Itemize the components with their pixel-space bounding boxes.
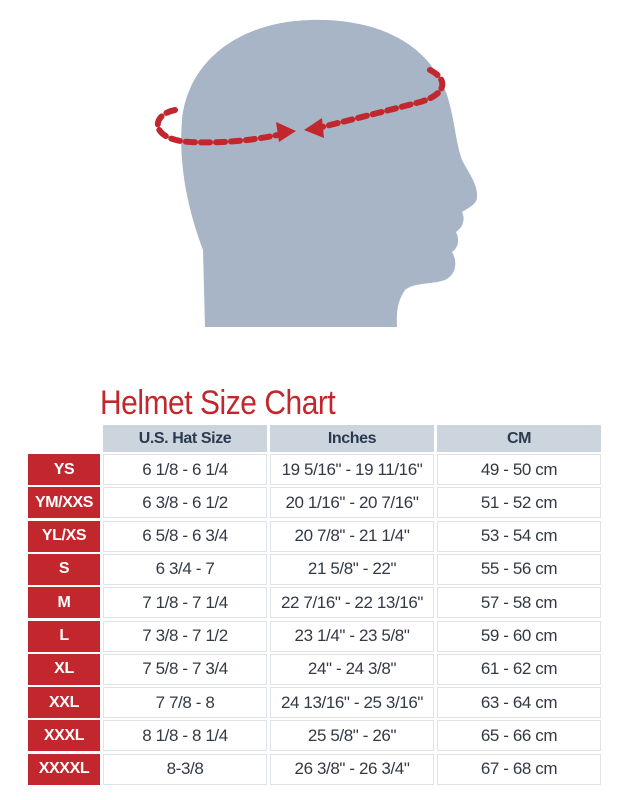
cell-cm: 51 - 52 cm — [437, 487, 601, 519]
cell-cm: 53 - 54 cm — [437, 520, 601, 552]
cell-cm: 55 - 56 cm — [437, 553, 601, 585]
cell-cm: 59 - 60 cm — [437, 620, 601, 652]
cell-cm: 67 - 68 cm — [437, 753, 601, 785]
size-label: YM/XXS — [28, 487, 100, 519]
cell-inches: 21 5/8" - 22" — [270, 553, 434, 585]
cell-inches: 23 1/4" - 23 5/8" — [270, 620, 434, 652]
measure-dashed-line — [154, 67, 446, 146]
cell-inches: 24 13/16" - 25 3/16" — [270, 687, 434, 719]
size-label: M — [28, 587, 100, 619]
cell-inches: 19 5/16" - 19 11/16" — [270, 454, 434, 485]
size-label: XXXXL — [28, 753, 100, 785]
cell-cm: 61 - 62 cm — [437, 653, 601, 685]
cell-hat-size: 6 5/8 - 6 3/4 — [103, 520, 267, 552]
cell-cm: 49 - 50 cm — [437, 454, 601, 485]
size-label: L — [28, 620, 100, 652]
cell-hat-size: 6 1/8 - 6 1/4 — [103, 454, 267, 485]
chart-title: Helmet Size Chart — [100, 384, 336, 422]
column-header-inches: Inches — [270, 425, 434, 452]
cell-inches: 25 5/8" - 26" — [270, 720, 434, 752]
cell-inches: 20 7/8" - 21 1/4" — [270, 520, 434, 552]
size-label: YL/XS — [28, 520, 100, 552]
head-circumference-measure-icon — [154, 19, 478, 328]
cell-cm: 63 - 64 cm — [437, 687, 601, 719]
column-header-cm: CM — [437, 425, 601, 452]
cell-hat-size: 8-3/8 — [103, 753, 267, 785]
cell-hat-size: 7 3/8 - 7 1/2 — [103, 620, 267, 652]
cell-hat-size: 8 1/8 - 8 1/4 — [103, 720, 267, 752]
column-header-hat-size: U.S. Hat Size — [103, 425, 267, 452]
cell-inches: 24" - 24 3/8" — [270, 653, 434, 685]
cell-hat-size: 6 3/8 - 6 1/2 — [103, 487, 267, 519]
arrow-left-icon — [304, 118, 324, 138]
size-label: XXL — [28, 687, 100, 719]
cell-inches: 22 7/16" - 22 13/16" — [270, 587, 434, 619]
arrow-right-icon — [276, 122, 296, 142]
head-silhouette — [181, 19, 478, 328]
size-label: YS — [28, 454, 100, 485]
cell-cm: 65 - 66 cm — [437, 720, 601, 752]
cell-inches: 20 1/16" - 20 7/16" — [270, 487, 434, 519]
cell-cm: 57 - 58 cm — [437, 587, 601, 619]
size-label: XL — [28, 653, 100, 685]
size-label: S — [28, 553, 100, 585]
cell-hat-size: 7 1/8 - 7 1/4 — [103, 587, 267, 619]
cell-hat-size: 6 3/4 - 7 — [103, 553, 267, 585]
size-label: XXXL — [28, 720, 100, 752]
cell-inches: 26 3/8" - 26 3/4" — [270, 753, 434, 785]
cell-hat-size: 7 7/8 - 8 — [103, 687, 267, 719]
cell-hat-size: 7 5/8 - 7 3/4 — [103, 653, 267, 685]
